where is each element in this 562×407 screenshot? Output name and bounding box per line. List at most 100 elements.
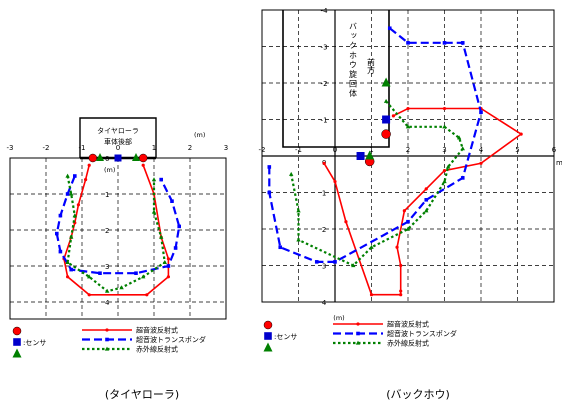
left-y-tick-label: 3 <box>105 263 109 271</box>
right-series-infrared_reflection-point <box>405 226 411 231</box>
left-series-ultrasonic_transponder-point <box>65 192 70 196</box>
right-series-infrared_reflection-point <box>383 98 389 103</box>
left-series-infrared_reflection-point <box>87 274 92 279</box>
left-x-tick-label: -2 <box>43 144 50 152</box>
left-x-tick-label: -1 <box>79 144 86 152</box>
left-series-ultrasonic_transponder-point <box>173 246 178 250</box>
left-vehicle-label-1: タイヤローラ <box>97 126 139 135</box>
right-sensor-triangle <box>365 150 375 160</box>
left-series-infrared_reflection-point <box>151 177 157 182</box>
left-series-ultrasonic_reflection-point <box>166 257 170 261</box>
left-series-ultrasonic_reflection-point <box>87 293 91 297</box>
left-vehicle-label-2: 車体後部 <box>104 137 132 146</box>
right-x-tick-label: -1 <box>295 146 302 154</box>
left-series-infrared_reflection-point <box>65 260 70 264</box>
right-legend-infrared_reflection-label: 赤外線反射式 <box>387 339 429 348</box>
right-series-ultrasonic_reflection-point <box>442 169 447 173</box>
right-series-ultrasonic_reflection-point <box>369 293 374 297</box>
left-sensor-circle <box>88 153 98 163</box>
right-y-tick-label: 1 <box>322 190 326 198</box>
right-x-unit: (m) <box>333 314 344 322</box>
right-series-infrared_reflection-point <box>369 244 374 249</box>
right-series-ultrasonic_transponder-point <box>424 198 429 202</box>
left-y-tick-label: 4 <box>105 299 110 307</box>
left-x-tick-label: 2 <box>188 144 192 152</box>
left-series <box>55 163 181 297</box>
right-series-ultrasonic_reflection-point <box>402 209 406 213</box>
left-series-infrared_reflection-point <box>159 234 164 239</box>
right-legend-ultrasonic_reflection-marker <box>356 322 360 326</box>
left-series-infrared_reflection-point <box>151 209 157 214</box>
right-series-infrared_reflection-line <box>290 100 465 267</box>
right-sensor-square <box>356 152 365 160</box>
right-series-infrared_reflection-point <box>442 124 447 129</box>
right-x-tick-label: 5 <box>515 146 519 154</box>
right-x-tick-label: 0 <box>333 146 337 154</box>
right-series-ultrasonic_reflection-point <box>391 114 395 118</box>
left-series-ultrasonic_reflection-line <box>63 164 170 296</box>
right-grid <box>262 10 554 302</box>
left-series-ultrasonic_transponder-point <box>58 249 63 254</box>
right-vehicle-label: バックホウ旋回体 <box>349 22 358 99</box>
left-series-ultrasonic_transponder-point <box>159 177 163 182</box>
left-series-ultrasonic_reflection-point <box>84 178 88 182</box>
left-legend-ultrasonic_reflection-label: 超音波反射式 <box>136 326 178 335</box>
caption-tire-roller: (タイヤローラ) <box>105 388 179 401</box>
right-front-label: 前方 <box>367 57 376 75</box>
left-tick-labels: -3 -2 -1 0 1 2 3 0 1 2 3 4 <box>7 144 229 307</box>
right-sensors <box>356 77 391 167</box>
right-series-ultrasonic_transponder-point <box>267 190 272 195</box>
left-series-ultrasonic_reflection-point <box>141 163 145 167</box>
right-legend-ultrasonic_reflection-label: 超音波反射式 <box>387 320 429 329</box>
right-series-ultrasonic_reflection-point <box>344 220 348 224</box>
right-legend-ultrasonic_transponder-marker <box>356 331 360 336</box>
left-sensor-triangle <box>132 153 140 161</box>
left-series-ultrasonic_transponder-point <box>98 271 102 275</box>
right-y-tick-label: 3 <box>322 263 326 271</box>
left-y-tick-label: 2 <box>105 227 109 235</box>
left-y-tick-label: 0 <box>105 155 109 163</box>
right-sensor-circle <box>381 129 391 139</box>
right-series-ultrasonic_transponder-point <box>333 260 337 264</box>
right-series-infrared_reflection-point <box>296 237 301 242</box>
right-series-ultrasonic_transponder-point <box>479 110 483 114</box>
left-legend-sensor-circle <box>12 326 22 336</box>
right-series-ultrasonic_transponder-point <box>267 165 272 169</box>
left-series-infrared_reflection-point <box>162 260 167 264</box>
left-series-ultrasonic_transponder-point <box>58 213 63 218</box>
right-series-ultrasonic_reflection-point <box>399 289 403 293</box>
right-series-ultrasonic_transponder-point <box>314 260 319 264</box>
left-x-tick-label: 1 <box>152 144 156 152</box>
right-legend-infrared_reflection-marker <box>355 340 361 345</box>
left-series-ultrasonic_transponder-point <box>73 174 77 178</box>
left-series-ultrasonic_transponder-point <box>69 267 73 272</box>
caption-backhoe: (バックホウ) <box>386 388 450 401</box>
right-series-ultrasonic_reflection-point <box>519 132 523 136</box>
right-series-ultrasonic_transponder-point <box>460 41 465 45</box>
left-legend-infrared_reflection-label: 赤外線反射式 <box>136 345 178 354</box>
left-series-infrared_reflection-point <box>65 173 70 178</box>
left-series-infrared_reflection-point <box>119 285 124 290</box>
left-legend-ultrasonic_reflection-marker <box>105 328 109 332</box>
left-series-infrared_reflection-point <box>141 274 146 279</box>
right-y-tick-label: -1 <box>321 117 328 125</box>
left-sensor-triangle <box>96 153 104 161</box>
right-series-infrared_reflection-point <box>296 208 301 213</box>
right-sensor-triangle <box>381 77 391 87</box>
right-series-ultrasonic_reflection-point <box>395 245 399 249</box>
right-series-infrared_reflection-point <box>460 146 465 151</box>
left-y-tick-label: 1 <box>105 191 109 199</box>
left-legend-infrared_reflection-marker <box>104 346 110 351</box>
right-series-infrared_reflection-point <box>351 263 356 268</box>
right-series-ultrasonic_reflection-point <box>479 161 483 165</box>
right-series-ultrasonic_reflection-point <box>399 293 403 297</box>
right-series-ultrasonic_transponder-point <box>460 176 465 180</box>
right-series-ultrasonic_reflection-point <box>333 179 337 184</box>
right-y-tick-label: -4 <box>321 7 329 15</box>
left-legend-sensor-triangle <box>12 348 22 358</box>
left-series-ultrasonic_reflection-point <box>166 275 170 279</box>
right-series-ultrasonic_reflection-point <box>406 106 410 111</box>
right-series-ultrasonic_transponder-point <box>387 26 392 31</box>
